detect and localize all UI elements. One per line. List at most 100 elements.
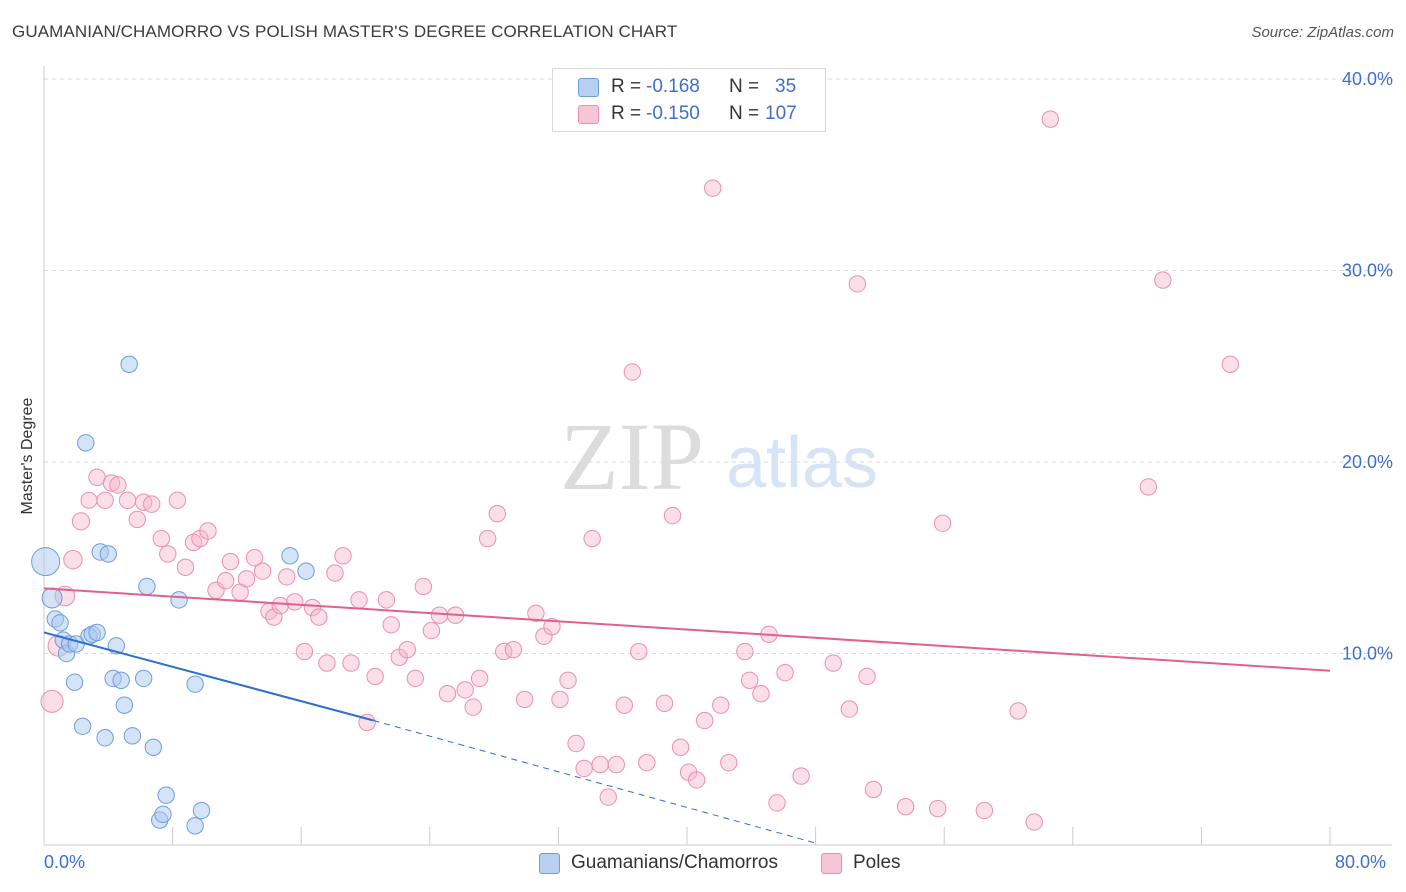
poles-point [152, 529, 171, 548]
poles-point [896, 798, 915, 816]
poles-point [591, 755, 609, 774]
legend-n-value: 107 [765, 103, 797, 124]
guamanian-point [120, 355, 138, 374]
poles-point [128, 510, 146, 529]
y-tick-label: 40.0% [1342, 69, 1393, 89]
legend-swatch-blue [578, 78, 599, 97]
poles-point [199, 522, 217, 540]
poles-point [414, 577, 433, 596]
poles-point [88, 468, 106, 487]
poles-point [221, 552, 240, 571]
poles-point [1009, 702, 1027, 720]
y-tick-labels: 10.0% 20.0% 30.0% 40.0% [1342, 69, 1393, 664]
guamanian-point [123, 727, 142, 745]
poles-point [286, 593, 304, 611]
guamanian-point [112, 671, 130, 690]
guamanian-point [297, 562, 315, 580]
poles-point [583, 529, 601, 548]
x-tick-label-max: 80.0% [1335, 852, 1387, 872]
legend-r-value: -0.168 [646, 76, 700, 97]
poles-points [40, 110, 1240, 831]
poles-point [470, 669, 489, 688]
poles-point [488, 505, 507, 523]
poles-point [975, 801, 994, 820]
poles-point [792, 767, 810, 785]
poles-point [623, 363, 642, 381]
poles-point [527, 604, 545, 622]
poles-point [1041, 110, 1059, 128]
poles-point [615, 696, 634, 714]
gridlines [44, 78, 1392, 654]
poles-point [63, 549, 83, 570]
poles-point [929, 799, 947, 818]
guamanian-point [281, 547, 299, 565]
legend-r-label: R = [611, 103, 642, 124]
poles-point [278, 568, 296, 586]
poles-point [864, 780, 883, 799]
poles-point [695, 711, 714, 730]
guamanian-point [192, 801, 211, 820]
poles-point [559, 671, 577, 690]
guamanian-point [73, 717, 92, 735]
watermark-atlas: atlas [726, 423, 878, 503]
guamanian-point [41, 587, 63, 609]
poles-point [720, 753, 738, 772]
poles-point [712, 696, 730, 714]
guamanian-point [144, 738, 163, 757]
poles-point [237, 570, 256, 588]
poles-point [176, 558, 195, 577]
poles-point [271, 596, 290, 615]
poles-point [382, 616, 400, 634]
poles-point [599, 788, 617, 806]
poles-point [768, 794, 786, 812]
watermark-zip: ZIP [560, 403, 704, 510]
guamanian-point [115, 696, 134, 714]
guamanian-point [96, 729, 114, 747]
legend-row-guamanian: R = -0.168 N = 35 [553, 75, 825, 99]
poles-point [366, 667, 384, 686]
axes [43, 66, 1392, 846]
legend-swatch-pink [821, 853, 842, 874]
poles-point [1139, 478, 1158, 496]
poles-point [752, 685, 770, 703]
poles-point [736, 642, 754, 661]
poles-point [840, 700, 859, 718]
trend-lines [43, 587, 1331, 844]
guamanian-point [170, 591, 188, 609]
guamanian-point [134, 669, 153, 688]
poles-point [245, 549, 264, 567]
poles-point [71, 512, 91, 531]
chart-title: GUAMANIAN/CHAMORRO VS POLISH MASTER'S DE… [12, 22, 678, 41]
poles-point [398, 640, 416, 659]
poles-point [342, 654, 360, 672]
legend-swatch-blue [539, 853, 560, 874]
poles-point [671, 738, 690, 757]
poles-point [326, 564, 344, 582]
poles-point [638, 753, 656, 772]
guamanian-point [99, 545, 118, 563]
poles-point [109, 476, 127, 494]
poles-point [1025, 813, 1043, 831]
x-tick-label-min: 0.0% [44, 852, 86, 872]
poles-point [438, 685, 457, 703]
legend-n-label: N = [729, 76, 760, 97]
poles-point [334, 547, 352, 565]
poles-point [704, 179, 722, 197]
poles-point [96, 491, 114, 509]
y-tick-label: 20.0% [1342, 452, 1393, 472]
poles-point [655, 694, 674, 712]
poles-point [159, 545, 177, 563]
poles-point [168, 491, 187, 509]
poles-point [430, 606, 449, 624]
poles-point [824, 654, 842, 672]
poles-point [567, 734, 585, 753]
poles-point [40, 689, 64, 713]
poles-point [80, 491, 98, 509]
poles-point [464, 698, 482, 716]
y-tick-label: 10.0% [1342, 644, 1393, 664]
source-label: Source: ZipAtlas.com [1251, 24, 1394, 41]
guamanian-point [186, 675, 204, 693]
poles-point [253, 562, 272, 580]
y-tick-label: 30.0% [1342, 261, 1393, 281]
poles-point [933, 514, 952, 532]
